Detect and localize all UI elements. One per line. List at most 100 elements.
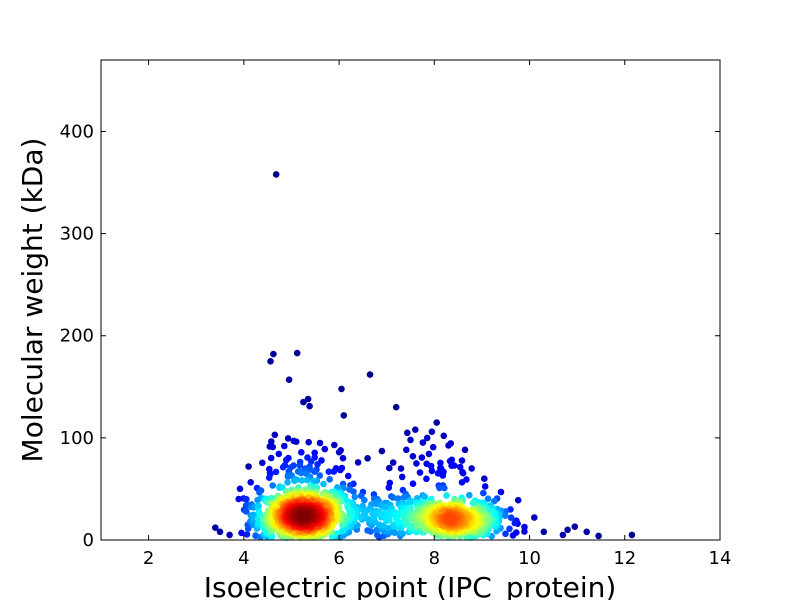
data-point bbox=[419, 521, 426, 529]
data-point bbox=[272, 468, 280, 476]
data-point bbox=[497, 488, 505, 496]
data-point bbox=[306, 402, 313, 410]
data-point bbox=[346, 486, 353, 493]
data-point bbox=[283, 456, 290, 464]
data-point bbox=[502, 530, 509, 538]
data-point bbox=[245, 463, 252, 470]
data-point bbox=[271, 431, 279, 439]
data-point bbox=[428, 467, 436, 475]
data-point bbox=[511, 519, 519, 527]
data-point bbox=[466, 491, 473, 499]
data-point bbox=[351, 493, 359, 501]
data-point bbox=[256, 489, 263, 496]
data-point bbox=[448, 462, 455, 470]
x-tick-label: 2 bbox=[143, 548, 154, 569]
data-point bbox=[300, 512, 307, 519]
data-point bbox=[304, 395, 312, 403]
data-point bbox=[445, 442, 452, 449]
data-point bbox=[366, 371, 374, 378]
data-point bbox=[378, 447, 386, 455]
x-tick-label: 4 bbox=[238, 548, 249, 569]
data-point bbox=[300, 398, 307, 406]
data-point bbox=[216, 528, 224, 536]
x-axis-title: Isoelectric point (IPC_protein) bbox=[204, 571, 617, 600]
data-point bbox=[385, 524, 392, 532]
data-point bbox=[335, 448, 343, 456]
data-point bbox=[423, 475, 430, 483]
x-tick-label: 14 bbox=[709, 548, 732, 569]
data-point bbox=[389, 521, 397, 529]
data-point bbox=[284, 479, 291, 486]
data-point bbox=[285, 376, 293, 384]
data-point bbox=[409, 480, 417, 488]
x-tick-label: 8 bbox=[429, 548, 440, 569]
data-point bbox=[235, 495, 242, 503]
data-point bbox=[325, 468, 333, 476]
data-point bbox=[242, 508, 250, 515]
data-point bbox=[275, 450, 283, 458]
data-point bbox=[270, 350, 277, 358]
data-point bbox=[389, 494, 397, 501]
plot-frame bbox=[100, 59, 721, 541]
data-point bbox=[468, 465, 476, 472]
data-point bbox=[298, 449, 305, 456]
data-point bbox=[291, 477, 298, 485]
data-point bbox=[481, 475, 488, 483]
data-point bbox=[238, 529, 245, 537]
data-point bbox=[354, 459, 362, 466]
data-point bbox=[259, 459, 266, 467]
data-point bbox=[305, 438, 313, 446]
data-point bbox=[507, 514, 515, 521]
data-point bbox=[293, 438, 300, 446]
data-point bbox=[394, 495, 402, 502]
data-point bbox=[521, 523, 528, 531]
y-tick-label: 400 bbox=[60, 121, 94, 142]
y-tick-label: 200 bbox=[60, 326, 94, 347]
data-point bbox=[506, 525, 513, 533]
y-tick-label: 300 bbox=[60, 224, 94, 245]
data-point bbox=[338, 385, 345, 393]
data-point bbox=[344, 472, 352, 480]
data-point bbox=[389, 459, 397, 466]
data-point bbox=[441, 484, 448, 492]
data-point bbox=[459, 468, 466, 476]
data-point bbox=[212, 524, 219, 531]
data-point bbox=[255, 520, 262, 527]
data-point bbox=[409, 453, 417, 460]
data-point bbox=[416, 469, 424, 476]
data-point bbox=[311, 468, 318, 476]
y-axis-title: Molecular weight (kDa) bbox=[16, 138, 49, 463]
data-point bbox=[429, 443, 437, 451]
data-point bbox=[247, 479, 254, 486]
data-point bbox=[338, 527, 346, 535]
data-point bbox=[364, 527, 371, 534]
data-point bbox=[458, 479, 466, 486]
data-point bbox=[446, 515, 453, 523]
data-point bbox=[386, 464, 393, 472]
data-point bbox=[226, 531, 233, 539]
data-point bbox=[272, 171, 280, 178]
data-point bbox=[398, 473, 406, 481]
data-point bbox=[440, 432, 448, 440]
data-point bbox=[284, 435, 292, 442]
data-point bbox=[458, 457, 466, 464]
data-point bbox=[296, 462, 304, 469]
data-point bbox=[469, 499, 477, 507]
data-point bbox=[303, 476, 311, 484]
data-point bbox=[279, 463, 287, 471]
data-point bbox=[491, 497, 498, 505]
data-point bbox=[314, 461, 321, 468]
data-point bbox=[421, 493, 429, 501]
data-point bbox=[461, 446, 469, 454]
data-point bbox=[316, 439, 324, 447]
data-point bbox=[331, 441, 338, 449]
data-point bbox=[243, 531, 251, 538]
data-point bbox=[628, 531, 636, 539]
data-point bbox=[265, 474, 273, 482]
data-point bbox=[419, 439, 427, 446]
data-point bbox=[380, 522, 387, 530]
data-point bbox=[269, 482, 277, 489]
data-point bbox=[583, 528, 590, 536]
data-point bbox=[326, 476, 334, 483]
